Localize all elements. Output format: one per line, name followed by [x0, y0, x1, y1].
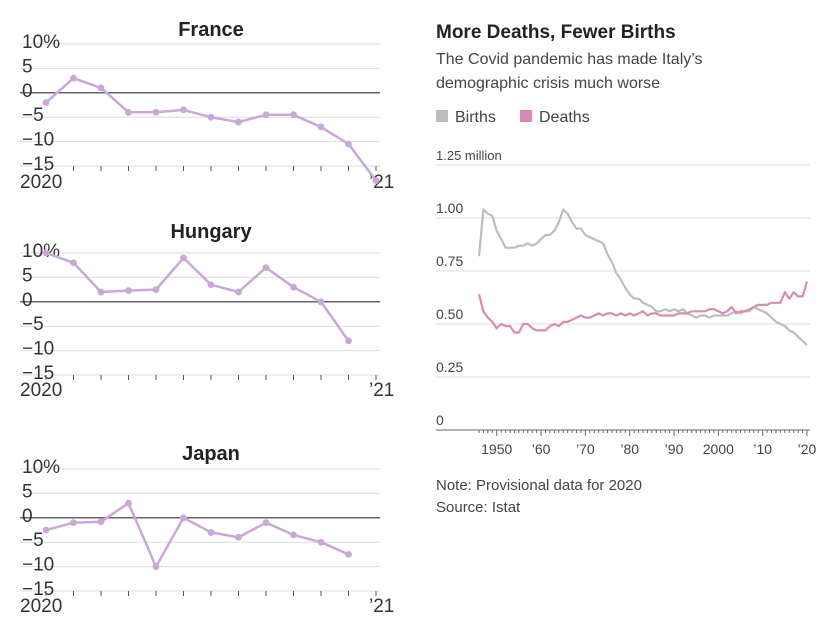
series-line-deaths [477, 281, 809, 334]
x-tick-label: ’80 [620, 441, 639, 457]
data-point [180, 254, 187, 262]
data-point [317, 538, 325, 546]
y-tick-label: −5 [22, 314, 44, 335]
data-point [180, 514, 187, 522]
y-tick-label: 1.00 [436, 200, 463, 216]
y-tick-label: 0.25 [436, 359, 463, 375]
legend-label-births: Births [455, 109, 496, 126]
x-start-label: 2020 [20, 380, 62, 401]
x-tick-label: ’70 [576, 441, 595, 457]
data-point [152, 108, 160, 116]
data-point [345, 140, 352, 148]
data-point [97, 288, 105, 296]
data-point [262, 111, 270, 119]
y-tick-label: 10% [22, 241, 60, 262]
data-point [70, 519, 77, 527]
x-start-label: 2020 [20, 172, 62, 193]
x-tick-label: ’90 [665, 441, 684, 457]
y-tick-label: −10 [22, 130, 54, 151]
y-tick-label: 5 [22, 56, 33, 77]
panel-title: France [178, 19, 244, 41]
data-point [317, 298, 325, 306]
data-point [262, 519, 270, 527]
panel-title: Japan [182, 443, 240, 465]
data-point [70, 259, 77, 267]
data-point [290, 111, 297, 119]
data-point [125, 499, 132, 507]
data-point [42, 526, 50, 534]
y-tick-label: 1.25 million [436, 148, 502, 163]
data-point [290, 283, 297, 291]
y-tick-label: −10 [22, 555, 54, 576]
data-point [180, 106, 187, 114]
x-end-label: ’21 [369, 380, 394, 401]
x-tick-label: 1950 [481, 441, 512, 457]
y-tick-label: −5 [22, 530, 44, 551]
legend-swatch-births [436, 110, 448, 122]
data-point [235, 118, 242, 126]
y-tick-label: 0.75 [436, 253, 463, 269]
data-point [97, 84, 105, 92]
panel-title: Hungary [170, 221, 252, 243]
y-tick-label: −5 [22, 105, 44, 126]
chart-title: More Deaths, Fewer Births [436, 22, 676, 43]
x-tick-label: ’10 [753, 441, 772, 457]
data-point [372, 177, 380, 185]
legend-swatch-deaths [520, 110, 532, 122]
x-end-label: ’21 [369, 596, 394, 617]
y-tick-label: 0.50 [436, 306, 463, 322]
series-line [45, 251, 350, 342]
x-end-label: ’21 [369, 172, 394, 193]
data-point [235, 533, 242, 541]
data-point [317, 123, 325, 131]
series-line [45, 501, 350, 568]
chart-note: Note: Provisional data for 2020 [436, 477, 642, 494]
x-start-label: 2020 [20, 596, 62, 617]
y-tick-label: 5 [22, 265, 33, 286]
data-point [125, 108, 132, 116]
y-tick-label: 0 [22, 506, 33, 527]
y-tick-label: 0 [22, 81, 33, 102]
x-tick-label: 2000 [703, 441, 734, 457]
data-point [235, 288, 242, 296]
data-point [207, 113, 215, 121]
legend-label-deaths: Deaths [539, 109, 590, 126]
data-point [152, 286, 160, 293]
series-line [45, 76, 377, 182]
data-point [290, 531, 297, 539]
y-tick-label: 0 [22, 290, 33, 311]
data-point [97, 518, 105, 526]
data-point [262, 264, 270, 272]
x-tick-label: ’20 [798, 441, 817, 457]
data-point [42, 249, 50, 257]
chart-subtitle: demographic crisis much worse [436, 75, 660, 92]
x-tick-label: ’60 [532, 441, 551, 457]
y-tick-label: 10% [22, 32, 60, 53]
data-point [152, 563, 160, 570]
data-point [345, 337, 352, 345]
chart-subtitle: The Covid pandemic has made Italy’s [436, 51, 703, 68]
italy-births-deaths-chart: More Deaths, Fewer Births The Covid pande… [436, 22, 817, 516]
data-point [70, 74, 77, 82]
y-tick-label: −10 [22, 339, 54, 360]
data-point [207, 281, 215, 289]
y-tick-label: 5 [22, 481, 33, 502]
data-point [125, 287, 132, 294]
y-tick-label: 0 [436, 412, 444, 428]
data-point [42, 99, 50, 106]
chart-source: Source: Istat [436, 499, 521, 516]
data-point [207, 529, 215, 536]
data-point [345, 551, 352, 558]
y-tick-label: 10% [22, 457, 60, 478]
